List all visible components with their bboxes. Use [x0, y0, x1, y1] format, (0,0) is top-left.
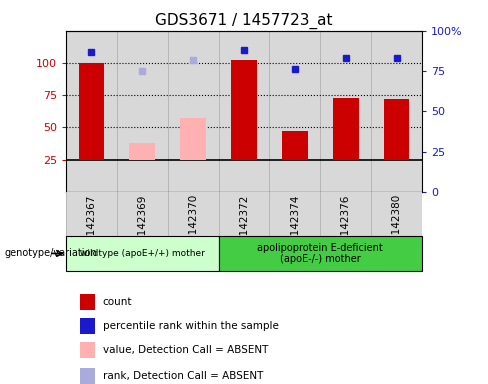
Text: GSM142374: GSM142374: [290, 194, 300, 258]
Bar: [117, 192, 168, 236]
Text: genotype/variation: genotype/variation: [5, 248, 98, 258]
Text: apolipoprotein E-deficient
(apoE-/-) mother: apolipoprotein E-deficient (apoE-/-) mot…: [258, 243, 383, 264]
Bar: [129, 143, 155, 160]
Text: GSM142367: GSM142367: [86, 194, 96, 258]
Bar: [371, 31, 422, 192]
Text: count: count: [103, 297, 132, 307]
Bar: [320, 192, 371, 236]
Text: rank, Detection Call = ABSENT: rank, Detection Call = ABSENT: [103, 371, 263, 381]
Bar: [168, 31, 219, 192]
Bar: [219, 236, 422, 271]
Bar: [66, 31, 117, 192]
Text: GSM142370: GSM142370: [188, 194, 198, 257]
Bar: [371, 192, 422, 236]
Bar: [219, 192, 269, 236]
Bar: [269, 192, 320, 236]
Text: GSM142372: GSM142372: [239, 194, 249, 258]
Bar: [168, 192, 219, 236]
Text: wildtype (apoE+/+) mother: wildtype (apoE+/+) mother: [80, 249, 204, 258]
Bar: [80, 368, 95, 384]
Bar: [320, 31, 371, 192]
Bar: [79, 63, 104, 160]
Bar: [181, 118, 206, 160]
Bar: [80, 342, 95, 358]
Bar: [269, 31, 320, 192]
Bar: [333, 98, 359, 160]
Text: value, Detection Call = ABSENT: value, Detection Call = ABSENT: [103, 345, 268, 355]
Bar: [80, 318, 95, 334]
Text: GSM142369: GSM142369: [137, 194, 147, 258]
Text: percentile rank within the sample: percentile rank within the sample: [103, 321, 279, 331]
Text: GSM142376: GSM142376: [341, 194, 351, 258]
Text: GSM142380: GSM142380: [392, 194, 402, 257]
Bar: [384, 99, 409, 160]
Bar: [231, 60, 257, 160]
Bar: [117, 31, 168, 192]
Bar: [66, 192, 117, 236]
Bar: [282, 131, 307, 160]
Title: GDS3671 / 1457723_at: GDS3671 / 1457723_at: [155, 13, 333, 29]
Bar: [80, 294, 95, 310]
Bar: [219, 31, 269, 192]
Bar: [66, 236, 219, 271]
